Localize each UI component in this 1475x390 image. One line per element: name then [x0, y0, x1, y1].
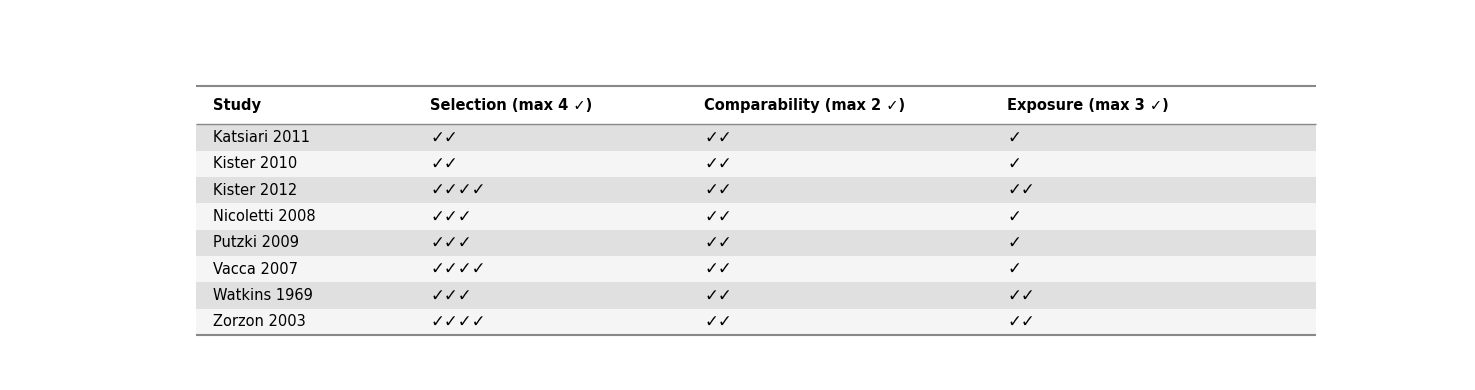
- Bar: [196, 282, 1316, 309]
- Text: ✓: ✓: [1007, 155, 1021, 173]
- Bar: [196, 256, 1316, 282]
- Text: ✓✓: ✓✓: [705, 129, 732, 147]
- Text: ✓✓: ✓✓: [1007, 181, 1035, 199]
- Text: ✓✓: ✓✓: [431, 155, 457, 173]
- Text: ✓: ✓: [1007, 207, 1021, 226]
- Text: ✓✓: ✓✓: [705, 313, 732, 331]
- Text: Kister 2012: Kister 2012: [212, 183, 296, 198]
- Text: Selection (max 4 ✓): Selection (max 4 ✓): [431, 98, 593, 113]
- Text: Nicoletti 2008: Nicoletti 2008: [212, 209, 316, 224]
- Text: Study: Study: [212, 98, 261, 113]
- Bar: [196, 124, 1316, 151]
- Text: ✓✓: ✓✓: [705, 260, 732, 278]
- Bar: [196, 177, 1316, 204]
- Text: ✓✓: ✓✓: [705, 155, 732, 173]
- Bar: [196, 309, 1316, 335]
- Text: ✓✓✓✓: ✓✓✓✓: [431, 260, 485, 278]
- Text: ✓: ✓: [1007, 234, 1021, 252]
- Text: ✓: ✓: [1007, 129, 1021, 147]
- Text: ✓✓: ✓✓: [1007, 313, 1035, 331]
- Text: Putzki 2009: Putzki 2009: [212, 236, 299, 250]
- Bar: [196, 204, 1316, 230]
- Text: ✓✓✓✓: ✓✓✓✓: [431, 313, 485, 331]
- Text: ✓✓✓✓: ✓✓✓✓: [431, 181, 485, 199]
- Bar: [196, 230, 1316, 256]
- Text: Watkins 1969: Watkins 1969: [212, 288, 313, 303]
- Text: ✓✓: ✓✓: [431, 129, 457, 147]
- Text: Comparability (max 2 ✓): Comparability (max 2 ✓): [705, 98, 906, 113]
- Text: ✓✓: ✓✓: [1007, 287, 1035, 305]
- Text: Vacca 2007: Vacca 2007: [212, 262, 298, 277]
- Text: Exposure (max 3 ✓): Exposure (max 3 ✓): [1007, 98, 1170, 113]
- Text: ✓✓: ✓✓: [705, 207, 732, 226]
- Bar: [196, 151, 1316, 177]
- Text: ✓✓: ✓✓: [705, 287, 732, 305]
- Text: ✓✓✓: ✓✓✓: [431, 287, 472, 305]
- Text: Kister 2010: Kister 2010: [212, 156, 296, 172]
- Text: ✓: ✓: [1007, 260, 1021, 278]
- Text: Zorzon 2003: Zorzon 2003: [212, 314, 305, 330]
- Text: ✓✓: ✓✓: [705, 181, 732, 199]
- Text: ✓✓✓: ✓✓✓: [431, 207, 472, 226]
- Text: ✓✓: ✓✓: [705, 234, 732, 252]
- Text: Katsiari 2011: Katsiari 2011: [212, 130, 310, 145]
- Text: ✓✓✓: ✓✓✓: [431, 234, 472, 252]
